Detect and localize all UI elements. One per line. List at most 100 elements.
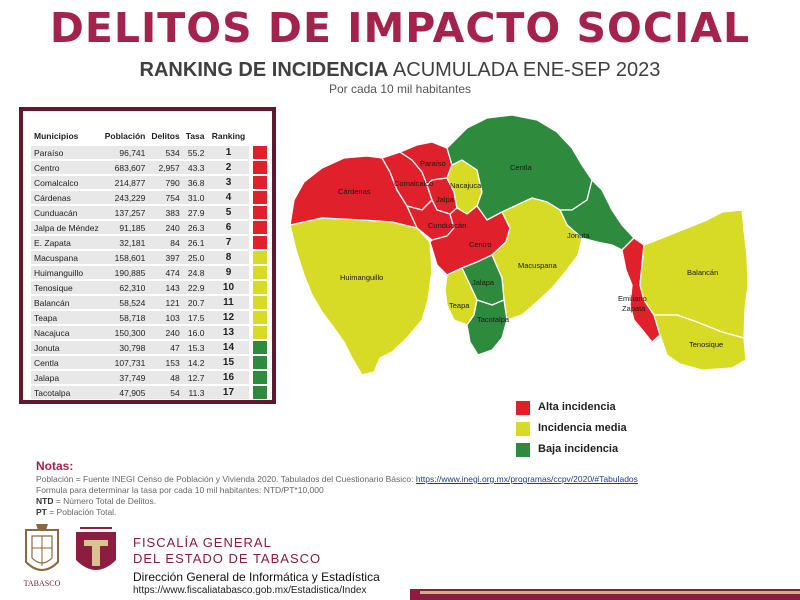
cell-poblacion: 683,607 (101, 161, 149, 174)
cell-ranking: 3 (207, 176, 250, 189)
rate-caption: Por cada 10 mil habitantes (328, 82, 472, 96)
region-balancan (639, 209, 749, 339)
ntd-key: NTD (36, 496, 54, 506)
cell-poblacion: 58,718 (101, 311, 149, 324)
cell-delitos: 54 (148, 386, 183, 399)
cell-municipio: Balancán (31, 296, 102, 309)
inegi-link[interactable]: https://www.inegi.org.mx/programas/ccpv/… (415, 474, 638, 484)
incidence-swatch (253, 161, 268, 174)
cell-tasa: 27.9 (182, 206, 208, 219)
footer-url[interactable]: https://www.fiscaliatabasco.gob.mx/Estad… (133, 585, 367, 596)
legend-label-alta: Alta incidencia (538, 401, 616, 413)
cell-poblacion: 190,885 (101, 266, 149, 279)
cell-incidence-color (249, 326, 268, 339)
label-tenosique: Tenosique (689, 340, 723, 349)
cell-delitos: 84 (148, 236, 183, 249)
cell-incidence-color (249, 371, 268, 384)
col-header-tasa: Tasa (185, 131, 205, 141)
label-zapata: Zapata (622, 304, 646, 313)
cell-tasa: 11.3 (182, 386, 208, 399)
incidence-swatch (253, 386, 268, 399)
col-header-delitos: Delitos (151, 131, 180, 141)
cell-tasa: 17.5 (182, 311, 208, 324)
cell-delitos: 103 (148, 311, 183, 324)
cell-delitos: 754 (148, 191, 183, 204)
table-row: Paraíso 96,741 534 55.2 1 (31, 146, 268, 159)
notes-line-4: PT = Población Total. (36, 507, 638, 518)
ranking-table: Municipios Población Delitos Tasa Rankin… (31, 129, 268, 401)
cell-ranking: 6 (207, 221, 250, 234)
cell-tasa: 20.7 (182, 296, 208, 309)
cell-poblacion: 96,741 (101, 146, 149, 159)
incidence-swatch (253, 311, 268, 324)
cell-incidence-color (249, 296, 268, 309)
cell-incidence-color (249, 341, 268, 354)
table-row: Jalapa 37,749 48 12.7 16 (31, 371, 268, 384)
label-centro: Centro (469, 240, 492, 249)
label-cardenas: Cárdenas (338, 187, 371, 196)
label-tacotalpa: Tacotalpa (477, 315, 510, 324)
cell-poblacion: 137,257 (101, 206, 149, 219)
cell-municipio: Jalpa de Méndez (31, 221, 102, 234)
notes-line-1: Población = Fuente INEGI Censo de Poblac… (36, 474, 638, 485)
cell-tasa: 25.0 (182, 251, 208, 264)
cell-tasa: 24.8 (182, 266, 208, 279)
cell-incidence-color (249, 206, 268, 219)
cell-municipio: Huimanguillo (31, 266, 102, 279)
label-macuspana: Macuspana (518, 261, 558, 270)
cell-delitos: 790 (148, 176, 183, 189)
cell-delitos: 153 (148, 356, 183, 369)
cell-poblacion: 107,731 (101, 356, 149, 369)
org-name-line-2: DEL ESTADO DE TABASCO (133, 551, 322, 566)
cell-ranking: 7 (207, 236, 250, 249)
table-row: Centro 683,607 2,957 43.3 2 (31, 161, 268, 174)
incidence-swatch (253, 176, 268, 189)
notes-heading: Notas: (36, 459, 74, 473)
cell-ranking: 2 (207, 161, 250, 174)
incidence-swatch (253, 266, 268, 279)
cell-ranking: 15 (207, 356, 250, 369)
cell-tasa: 14.2 (182, 356, 208, 369)
table-row: Balancán 58,524 121 20.7 11 (31, 296, 268, 309)
direction-name: Dirección General de Informática y Estad… (133, 570, 380, 584)
cell-delitos: 143 (148, 281, 183, 294)
pt-def: = Población Total. (46, 507, 117, 517)
label-paraiso: Paraíso (420, 159, 446, 168)
cell-tasa: 22.9 (182, 281, 208, 294)
cell-municipio: Centro (31, 161, 102, 174)
cell-incidence-color (249, 236, 268, 249)
label-jalpa: Jalpa (436, 195, 455, 204)
cell-tasa: 55.2 (182, 146, 208, 159)
footer-stripe-gold (420, 591, 800, 594)
ntd-def: = Número Total de Delitos. (53, 496, 157, 506)
cell-delitos: 48 (148, 371, 183, 384)
cell-ranking: 16 (207, 371, 250, 384)
cell-poblacion: 243,229 (101, 191, 149, 204)
cell-municipio: Jalapa (31, 371, 102, 384)
org-name: FISCALÍA GENERAL DEL ESTADO DE TABASCO (133, 535, 321, 567)
cell-incidence-color (249, 176, 268, 189)
col-header-poblacion: Población (104, 131, 146, 141)
incidence-swatch (253, 191, 268, 204)
cell-municipio: Cárdenas (31, 191, 102, 204)
logos: TABASCO (24, 524, 116, 588)
region-tacotalpa (466, 299, 508, 356)
cell-poblacion: 158,601 (101, 251, 149, 264)
footer-stripe (410, 589, 800, 600)
table-row: Tenosique 62,310 143 22.9 10 (31, 281, 268, 294)
incidence-swatch (253, 206, 268, 219)
page-subtitle: RANKING DE INCIDENCIA ACUMULADA ENE-SEP … (0, 59, 800, 82)
cell-poblacion: 91,185 (101, 221, 149, 234)
cell-municipio: Comalcalco (31, 176, 102, 189)
incidence-swatch (253, 371, 268, 384)
subtitle-bold: RANKING DE INCIDENCIA (139, 59, 389, 81)
cell-delitos: 2,957 (148, 161, 183, 174)
cell-tasa: 12.7 (182, 371, 208, 384)
cell-incidence-color (249, 266, 268, 279)
incidence-swatch (253, 251, 268, 264)
cell-poblacion: 62,310 (101, 281, 149, 294)
label-nacajuca: Nacajuca (450, 181, 482, 190)
incidence-swatch (253, 221, 268, 234)
table-row: Macuspana 158,601 397 25.0 8 (31, 251, 268, 264)
cell-tasa: 36.8 (182, 176, 208, 189)
